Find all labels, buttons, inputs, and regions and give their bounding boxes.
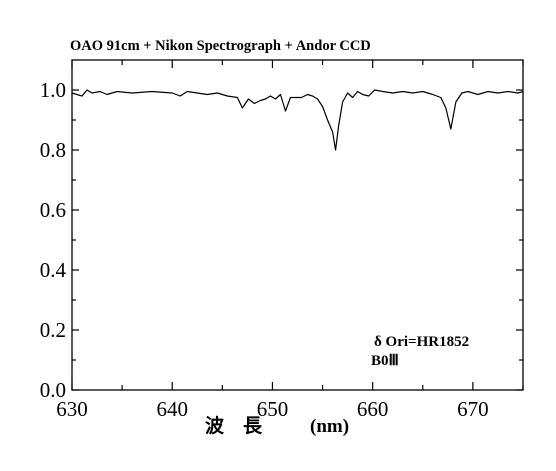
y-tick-label: 0.4 — [40, 258, 67, 282]
y-tick-label: 0.2 — [40, 318, 66, 342]
y-tick-label: 0.0 — [40, 378, 66, 402]
plot-frame — [71, 59, 524, 391]
y-tick-label: 0.6 — [40, 198, 66, 222]
x-tick-label: 650 — [257, 397, 289, 421]
spectral-type-annotation: B0Ⅲ — [371, 353, 399, 369]
y-tick-label: 1.0 — [40, 78, 66, 102]
x-tick-label: 630 — [56, 397, 88, 421]
x-tick-label: 670 — [457, 397, 489, 421]
x-axis-label: 波 長 — [205, 414, 263, 437]
star-name-annotation: δ Ori=HR1852 — [374, 334, 469, 350]
y-axis: 0.0 0.2 0.4 0.6 0.8 1.0 — [40, 78, 523, 402]
spectrum-line — [71, 89, 524, 151]
y-tick-label: 0.8 — [40, 138, 66, 162]
x-tick-label: 640 — [156, 397, 188, 421]
x-axis: 630 640 650 660 670 — [56, 60, 524, 421]
x-axis-unit: (nm) — [310, 416, 349, 437]
chart-title: OAO 91cm + Nikon Spectrograph + Andor CC… — [70, 38, 371, 54]
x-tick-label: 660 — [357, 397, 389, 421]
